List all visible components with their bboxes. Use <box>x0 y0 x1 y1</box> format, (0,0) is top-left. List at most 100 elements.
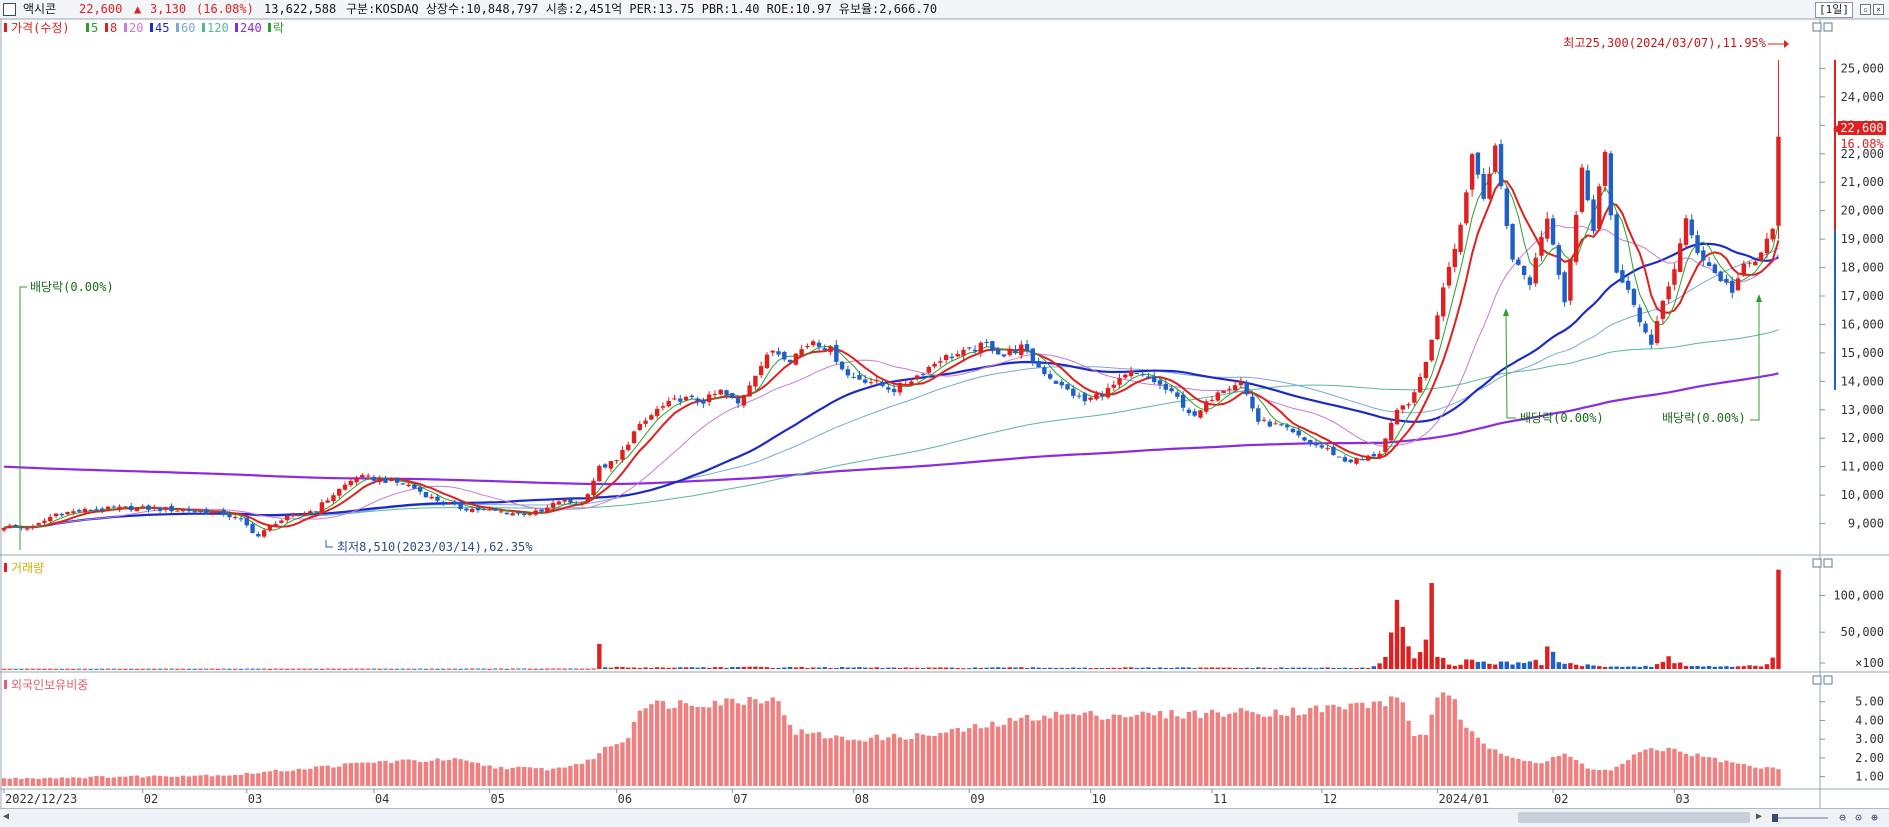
candle <box>649 413 654 421</box>
volume-bar <box>556 668 562 670</box>
foreign-bar <box>522 766 527 786</box>
candle-body <box>1267 421 1273 427</box>
volume-bar <box>1562 663 1567 669</box>
candle <box>487 506 492 511</box>
candle-body <box>880 381 885 386</box>
foreign-bar <box>1631 754 1637 786</box>
candle <box>1718 270 1723 283</box>
candle-body <box>1111 384 1116 388</box>
candle <box>1539 230 1544 262</box>
candle-body <box>1042 367 1047 375</box>
candle <box>1429 339 1434 363</box>
candle-body <box>891 388 897 393</box>
volume-panel-close-icon[interactable] <box>1823 558 1833 568</box>
scroll-right-icon[interactable]: ▶ <box>1756 811 1763 822</box>
stock-info: 구분:KOSDAQ 상장수:10,848,797 시총:2,451억 PER:1… <box>346 2 938 16</box>
candle-body <box>1308 439 1313 444</box>
select-checkbox[interactable] <box>3 3 16 16</box>
candle-body <box>539 509 544 512</box>
volume-bar <box>389 668 394 670</box>
scrollbar-thumb[interactable] <box>1518 812 1750 823</box>
candle-body <box>267 525 273 531</box>
candle-body <box>1446 266 1452 286</box>
candle-body <box>285 516 290 521</box>
foreign-bar <box>1383 706 1388 786</box>
volume-bar <box>822 667 827 669</box>
foreign-bar <box>897 737 903 786</box>
foreign-bar <box>1753 767 1758 786</box>
volume-bar <box>261 668 267 670</box>
volume-bar <box>834 668 839 670</box>
foreign-bar <box>464 760 469 786</box>
volume-bar <box>1042 667 1047 669</box>
candle <box>1007 345 1012 357</box>
candle-body <box>400 483 406 485</box>
scroll-left-icon[interactable]: ◀ <box>3 811 10 822</box>
horizontal-scrollbar[interactable]: ◀ ▶ ⊖ ⊙ ⊕ <box>0 808 1889 827</box>
candle-body <box>19 527 24 529</box>
candle-body <box>1140 374 1145 376</box>
panel-buttons[interactable] <box>1812 22 1833 685</box>
candle <box>776 347 781 357</box>
foreign-bar <box>1718 762 1723 786</box>
candle-body <box>198 510 203 512</box>
ma-legend-swatch-20 <box>124 23 127 32</box>
volume-bar <box>1146 667 1151 669</box>
volume-bar <box>1267 667 1273 669</box>
candle-body <box>1152 376 1157 383</box>
candle-body <box>753 375 758 387</box>
candle <box>1308 439 1313 447</box>
foreign-panel-close-icon[interactable] <box>1823 675 1833 685</box>
candle-body <box>660 406 666 408</box>
candle-body <box>441 501 446 504</box>
candle <box>475 507 481 513</box>
volume-bar <box>377 668 382 670</box>
foreign-bar <box>1094 715 1099 786</box>
volume-bar <box>1568 663 1573 669</box>
zoom-reset-icon[interactable]: ⊙ <box>1855 811 1862 824</box>
candle-body <box>1654 321 1660 344</box>
trade-volume: 13,622,588 <box>264 2 337 16</box>
zoom-in-icon[interactable]: ⊕ <box>1871 811 1878 824</box>
date-tick-label: 02 <box>1554 792 1568 806</box>
foreign-bar <box>1706 757 1712 786</box>
candle <box>614 459 619 464</box>
candle-body <box>822 348 827 350</box>
volume-panel-minimize-icon[interactable] <box>1812 558 1822 568</box>
foreign-bar <box>302 769 307 786</box>
close-icon[interactable]: × <box>1873 4 1884 15</box>
price-tick-label: 11,000 <box>1841 460 1884 474</box>
volume-bar <box>1776 569 1781 669</box>
zoom-slider[interactable] <box>1770 813 1830 823</box>
candle <box>163 506 169 513</box>
volume-bar <box>1510 664 1515 669</box>
foreign-bar <box>88 776 93 786</box>
foreign-bar <box>244 772 249 786</box>
foreign-bar <box>747 697 752 786</box>
candle-body <box>770 350 775 353</box>
volume-bar <box>1620 666 1625 669</box>
foreign-panel-minimize-icon[interactable] <box>1812 675 1822 685</box>
minimize-icon[interactable]: ▫ <box>1860 4 1871 15</box>
volume-bar <box>302 668 307 670</box>
volume-tick-label: 100,000 <box>1833 588 1884 602</box>
zoom-out-icon[interactable]: ⊖ <box>1839 811 1846 824</box>
volume-bar <box>1319 667 1325 669</box>
timeframe-button[interactable]: [1일] <box>1815 2 1853 18</box>
candle <box>741 394 747 408</box>
candle-body <box>175 510 180 512</box>
volume-bar <box>111 668 117 670</box>
foreign-bar <box>1683 753 1689 786</box>
candle <box>568 497 573 504</box>
candle-body <box>354 477 359 483</box>
foreign-bar <box>1550 756 1556 786</box>
foreign-bar <box>562 767 567 786</box>
candle <box>290 512 296 518</box>
price-panel-minimize-icon[interactable] <box>1812 22 1822 32</box>
candle <box>261 528 267 539</box>
candle <box>1458 222 1463 255</box>
volume-bar <box>1001 667 1007 669</box>
price-panel-close-icon[interactable] <box>1823 22 1833 32</box>
candle <box>1423 361 1429 381</box>
dividend-label-1: 배당락(0.00%) <box>30 280 114 294</box>
